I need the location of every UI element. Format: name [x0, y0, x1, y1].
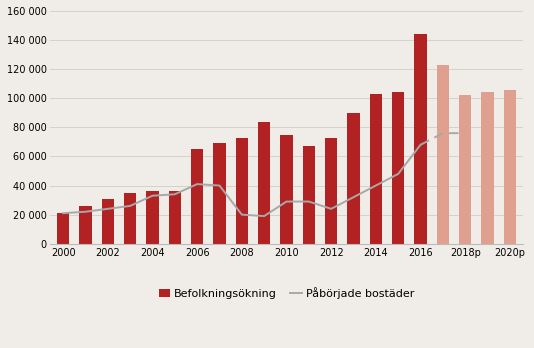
Bar	[437, 65, 449, 244]
Bar	[504, 89, 516, 244]
Bar	[325, 137, 337, 244]
Bar	[414, 34, 427, 244]
Bar	[191, 149, 203, 244]
Legend: Befolkningsökning, Påbörjade bostäder: Befolkningsökning, Påbörjade bostäder	[154, 283, 419, 303]
Bar	[303, 146, 315, 244]
Bar	[392, 93, 404, 244]
Bar	[347, 113, 360, 244]
Bar	[146, 191, 159, 244]
Bar	[235, 137, 248, 244]
Bar	[370, 94, 382, 244]
Bar	[481, 93, 493, 244]
Bar	[101, 199, 114, 244]
Bar	[57, 213, 69, 244]
Bar	[80, 206, 92, 244]
Bar	[124, 193, 136, 244]
Bar	[280, 135, 293, 244]
Bar	[169, 191, 181, 244]
Bar	[459, 95, 472, 244]
Bar	[214, 143, 226, 244]
Bar	[258, 121, 270, 244]
